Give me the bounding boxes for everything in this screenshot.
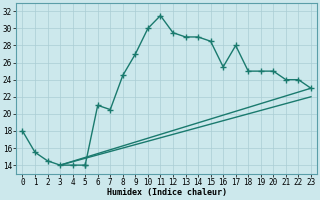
X-axis label: Humidex (Indice chaleur): Humidex (Indice chaleur) <box>107 188 227 197</box>
